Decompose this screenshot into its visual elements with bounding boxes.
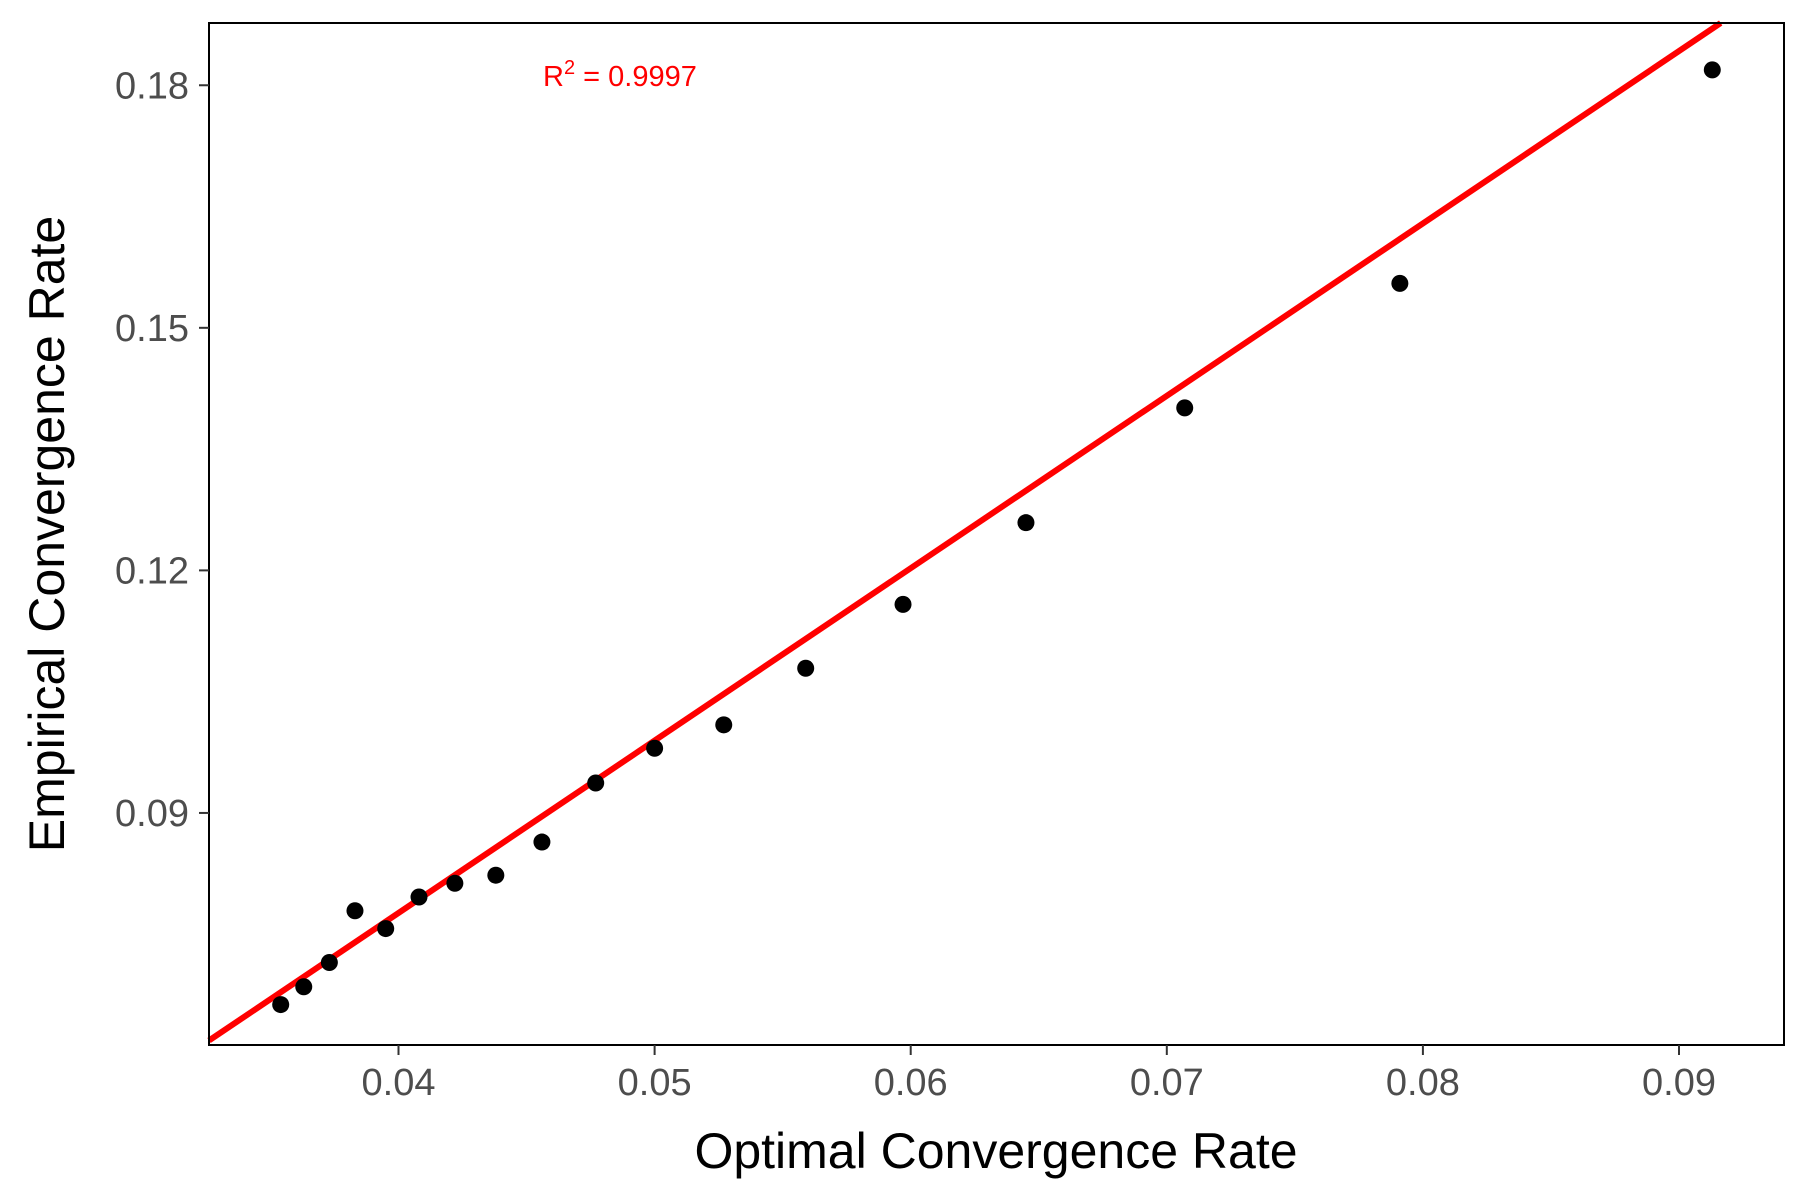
x-tick-label-6: 0.09 xyxy=(1642,1062,1716,1104)
x-tick-label-3: 0.06 xyxy=(874,1062,948,1104)
regression-line xyxy=(207,20,1723,1044)
data-point-10 xyxy=(587,774,605,792)
fit-layer xyxy=(207,20,1723,1044)
x-tick-label-5: 0.08 xyxy=(1386,1062,1460,1104)
y-tick-label-1: 0.09 xyxy=(115,793,189,835)
y-tick-label-2: 0.12 xyxy=(115,550,189,592)
y-tick-label-3: 0.15 xyxy=(115,308,189,350)
data-point-14 xyxy=(894,595,912,613)
x-tick-label-1: 0.04 xyxy=(362,1062,436,1104)
data-point-7 xyxy=(446,874,464,892)
data-point-9 xyxy=(533,833,551,851)
data-point-13 xyxy=(797,659,815,677)
plot-panel xyxy=(209,23,1784,1045)
r-squared-value: = 0.9997 xyxy=(575,61,697,93)
data-point-12 xyxy=(715,716,733,734)
data-point-6 xyxy=(410,888,428,906)
x-axis: 0.04 0.05 0.06 0.07 0.08 0.09 xyxy=(362,1045,1716,1104)
x-tick-label-4: 0.07 xyxy=(1130,1062,1204,1104)
data-point-17 xyxy=(1391,274,1409,292)
x-axis-title: Optimal Convergence Rate xyxy=(694,1123,1297,1179)
data-point-18 xyxy=(1703,61,1721,79)
data-point-4 xyxy=(346,902,364,920)
data-point-16 xyxy=(1176,399,1194,417)
data-point-3 xyxy=(320,954,338,972)
y-tick-label-4: 0.18 xyxy=(115,65,189,107)
data-point-5 xyxy=(377,920,395,938)
data-point-2 xyxy=(295,978,313,996)
y-axis-title: Empirical Convergence Rate xyxy=(19,216,75,852)
data-point-15 xyxy=(1017,514,1035,532)
y-axis: 0.09 0.12 0.15 0.18 xyxy=(115,65,209,835)
data-point-8 xyxy=(487,866,505,884)
r-squared-annotation: R2 = 0.9997 xyxy=(543,57,697,93)
points-layer xyxy=(272,61,1721,1014)
x-tick-label-2: 0.05 xyxy=(618,1062,692,1104)
plot-border xyxy=(208,22,1785,1046)
data-point-11 xyxy=(646,739,664,757)
r-squared-symbol: R xyxy=(543,61,564,93)
data-point-1 xyxy=(272,996,290,1014)
r-squared-exponent: 2 xyxy=(564,57,575,79)
